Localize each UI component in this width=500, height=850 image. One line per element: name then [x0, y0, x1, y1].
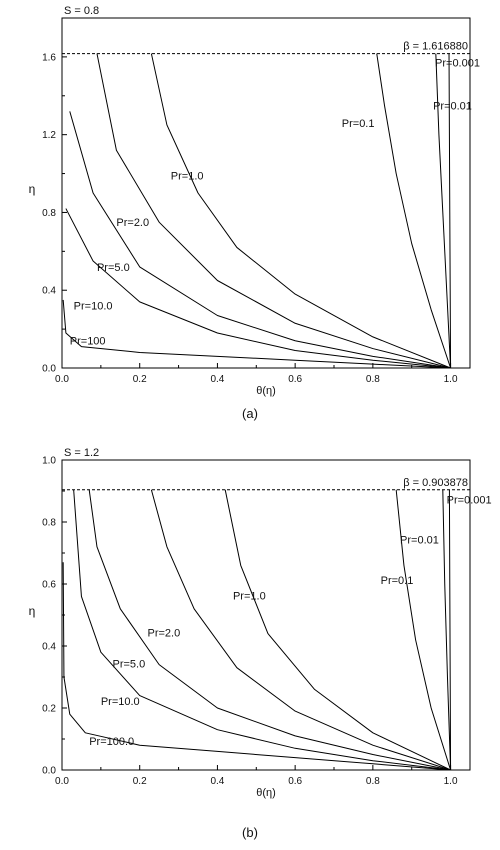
series-line	[435, 53, 452, 369]
curve-label: Pr=10.0	[101, 696, 140, 708]
series-line	[62, 299, 451, 369]
x-tick-label: 0.2	[133, 374, 147, 385]
series-line	[65, 208, 451, 369]
chart-panel-b: 0.0 0.2 0.4 0.6 0.8 1.0 0.0 0.2 0.4 0.6 0.8 1.0 θ(η)…	[0, 430, 500, 850]
x-tick-label: 0.4	[210, 776, 224, 787]
curve-label: Pr=0.1	[381, 575, 414, 587]
series-line	[69, 111, 451, 369]
x-tick-label: 1.0	[444, 374, 458, 385]
y-tick-label: 0.6	[42, 580, 56, 591]
plot-frame	[61, 459, 471, 771]
chart-panel-a: 0.0 0.2 0.4 0.6 0.8 1.0 0.0 0.4 0.8 1.2 1.6 θ(η) η S …	[29, 5, 480, 421]
series-line	[62, 562, 451, 771]
y-tick-label: 1.2	[42, 130, 56, 141]
series-line	[96, 53, 451, 369]
beta-label: β = 1.616880	[403, 41, 468, 53]
series-line	[448, 53, 452, 369]
series-line	[376, 53, 452, 369]
x-axis-label: θ(η)	[256, 385, 276, 397]
curve-label: Pr=100.0	[89, 736, 134, 748]
curve-label: Pr=0.01	[400, 535, 439, 547]
beta-label: β = 0.903878	[403, 477, 468, 489]
series-line	[150, 489, 451, 771]
series-line	[442, 489, 452, 771]
series-line	[448, 489, 452, 771]
y-tick-label: 0.0	[42, 766, 56, 777]
curve-label: Pr=0.1	[342, 118, 375, 130]
x-tick-label: 1.0	[444, 776, 458, 787]
curve-label: Pr=5.0	[113, 659, 146, 671]
series-line	[73, 489, 451, 771]
curve-label: Pr=0.001	[435, 58, 480, 70]
y-axis-label: η	[29, 182, 36, 196]
curve-label: Pr=2.0	[147, 628, 180, 640]
y-tick-label: 0.0	[42, 364, 56, 375]
y-tick-label: 0.2	[42, 704, 56, 715]
chart-a-svg: 0.0 0.2 0.4 0.6 0.8 1.0 0.0 0.4 0.8 1.2 1.6 θ(η) η S …	[29, 5, 480, 397]
curve-label: Pr=100	[70, 336, 106, 348]
y-tick-label: 0.8	[42, 518, 56, 529]
curve-label: Pr=1.0	[171, 170, 204, 182]
x-tick-label: 0.6	[288, 374, 302, 385]
y-tick-label: 0.4	[42, 286, 56, 297]
x-tick-label: 0.6	[288, 776, 302, 787]
parameter-annotation: S = 1.2	[64, 447, 99, 459]
series-line	[88, 489, 451, 771]
x-tick-label: 0.2	[133, 776, 147, 787]
curve-label: Pr=0.001	[447, 494, 492, 506]
series-line	[150, 53, 451, 369]
y-tick-label: 1.0	[42, 456, 56, 467]
caption-a: (a)	[242, 406, 258, 421]
x-tick-label: 0.8	[366, 776, 380, 787]
x-axis-label: θ(η)	[256, 787, 276, 799]
series-line	[395, 489, 452, 771]
y-axis-label: η	[29, 604, 36, 618]
series-line	[224, 489, 451, 771]
caption-b: (b)	[242, 825, 258, 840]
curve-label: Pr=0.01	[433, 100, 472, 112]
y-tick-label: 0.8	[42, 208, 56, 219]
x-tick-label: 0.0	[55, 776, 69, 787]
curve-label: Pr=2.0	[116, 217, 149, 229]
plot-frame	[61, 17, 471, 369]
x-tick-label: 0.0	[55, 374, 69, 385]
x-tick-label: 0.4	[210, 374, 224, 385]
y-tick-label: 1.6	[42, 52, 56, 63]
curve-label: Pr=10.0	[74, 301, 113, 313]
x-tick-label: 0.8	[366, 374, 380, 385]
curve-label: Pr=5.0	[97, 262, 130, 274]
parameter-annotation: S = 0.8	[64, 5, 99, 17]
y-tick-label: 0.4	[42, 642, 56, 653]
chart-b-svg: 0.0 0.2 0.4 0.6 0.8 1.0 0.0 0.2 0.4 0.6 0.8 1.0 θ(η)…	[29, 447, 492, 799]
curve-label: Pr=1.0	[233, 591, 266, 603]
